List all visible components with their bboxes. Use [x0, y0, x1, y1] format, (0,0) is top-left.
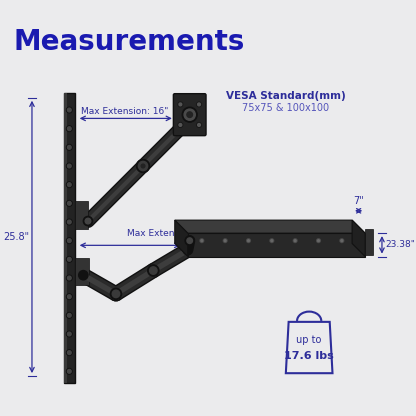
Circle shape [67, 201, 72, 206]
Circle shape [293, 239, 297, 243]
Circle shape [83, 216, 93, 226]
Text: 7": 7" [353, 196, 364, 206]
Circle shape [198, 124, 201, 126]
Circle shape [341, 240, 343, 242]
FancyBboxPatch shape [173, 94, 206, 136]
Text: 17.6 lbs: 17.6 lbs [284, 351, 334, 361]
Polygon shape [352, 220, 365, 257]
Circle shape [67, 332, 71, 336]
Circle shape [136, 159, 150, 173]
Text: Max Extension: 27": Max Extension: 27" [127, 229, 214, 238]
Circle shape [271, 240, 273, 242]
Circle shape [67, 295, 71, 299]
Circle shape [67, 146, 71, 149]
Circle shape [248, 240, 250, 242]
Text: Measurements: Measurements [13, 28, 245, 56]
Circle shape [178, 102, 183, 107]
Circle shape [340, 239, 344, 243]
Circle shape [178, 123, 183, 127]
Text: 23.38": 23.38" [386, 240, 416, 249]
Circle shape [67, 144, 72, 150]
Text: 75x75 & 100x100: 75x75 & 100x100 [242, 103, 329, 113]
Circle shape [317, 239, 320, 243]
Circle shape [317, 240, 319, 242]
Circle shape [67, 239, 71, 243]
Circle shape [294, 240, 296, 242]
Circle shape [67, 219, 72, 225]
Circle shape [67, 294, 72, 300]
Circle shape [224, 240, 226, 242]
Circle shape [179, 103, 182, 106]
Circle shape [67, 182, 72, 188]
Circle shape [184, 109, 195, 120]
Circle shape [141, 164, 145, 168]
FancyBboxPatch shape [64, 93, 75, 383]
Polygon shape [175, 220, 188, 257]
Text: 25.8": 25.8" [3, 232, 29, 242]
Circle shape [150, 267, 157, 274]
Circle shape [67, 127, 71, 131]
Circle shape [179, 124, 182, 126]
Bar [64, 93, 67, 383]
Circle shape [201, 240, 203, 242]
Circle shape [67, 331, 72, 337]
Circle shape [67, 369, 71, 373]
Circle shape [185, 236, 194, 245]
Circle shape [67, 183, 71, 186]
Circle shape [182, 107, 197, 122]
Circle shape [270, 239, 274, 243]
Circle shape [139, 161, 148, 171]
Circle shape [67, 107, 72, 113]
Circle shape [67, 201, 71, 205]
Circle shape [67, 238, 72, 243]
Circle shape [67, 276, 71, 280]
Circle shape [67, 314, 71, 317]
Circle shape [187, 112, 193, 117]
Circle shape [67, 351, 71, 354]
Circle shape [67, 163, 72, 169]
Circle shape [79, 270, 88, 280]
Circle shape [67, 312, 72, 318]
Text: VESA Standard(mm): VESA Standard(mm) [226, 91, 346, 101]
Circle shape [112, 290, 120, 297]
Circle shape [67, 126, 72, 131]
Circle shape [198, 103, 201, 106]
Text: up to: up to [297, 335, 322, 345]
Circle shape [67, 257, 72, 262]
Bar [75, 201, 88, 228]
Bar [188, 233, 365, 257]
Circle shape [67, 108, 71, 112]
Bar [75, 258, 89, 285]
Circle shape [200, 239, 204, 243]
Circle shape [67, 369, 72, 374]
Circle shape [187, 238, 193, 243]
Circle shape [67, 220, 71, 224]
Circle shape [223, 239, 227, 243]
Circle shape [67, 164, 71, 168]
Circle shape [67, 258, 71, 261]
Circle shape [197, 102, 201, 107]
Circle shape [85, 218, 91, 224]
Circle shape [110, 288, 121, 300]
Circle shape [197, 123, 201, 127]
Bar [365, 230, 373, 255]
Polygon shape [175, 220, 365, 233]
Circle shape [67, 350, 72, 355]
Text: Max Extension: 16": Max Extension: 16" [81, 107, 168, 116]
Circle shape [148, 265, 159, 276]
Circle shape [247, 239, 250, 243]
Circle shape [67, 275, 72, 281]
